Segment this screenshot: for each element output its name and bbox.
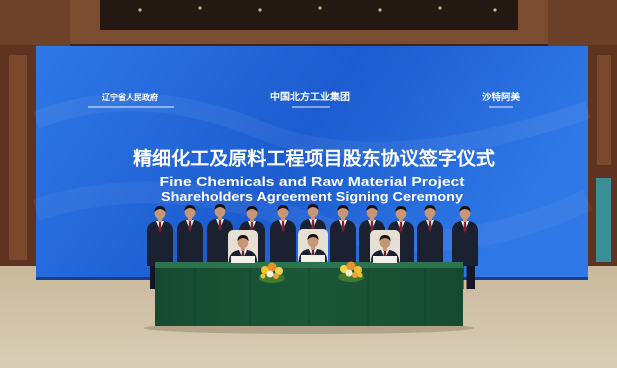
org-subtitle-illegible — [292, 106, 330, 108]
signing-table — [144, 255, 474, 334]
neck — [281, 216, 285, 221]
flower-arrangement-right — [338, 261, 364, 282]
neck — [311, 245, 315, 250]
head — [379, 235, 391, 249]
neck — [188, 216, 192, 221]
head — [237, 235, 249, 249]
necktie — [463, 222, 467, 233]
head — [307, 234, 319, 248]
suit-jacket — [330, 220, 356, 265]
neck — [370, 216, 374, 221]
neck — [428, 216, 432, 221]
neck — [311, 215, 315, 220]
hair — [307, 204, 319, 210]
neck — [158, 217, 162, 222]
hair — [277, 205, 289, 211]
name-plate — [301, 255, 325, 262]
org-subtitle-illegible — [88, 106, 174, 108]
org-name-saudi-aramco: 沙特阿美 — [482, 91, 521, 103]
suit-jacket — [270, 220, 296, 265]
side-display-panel — [596, 178, 611, 262]
hair — [395, 206, 407, 212]
left-wall — [0, 45, 36, 270]
table-top — [155, 262, 463, 268]
hair — [246, 206, 258, 212]
head — [214, 204, 226, 218]
hair — [379, 235, 391, 241]
suit-jacket — [147, 221, 173, 266]
head — [424, 205, 436, 219]
suit-jacket — [177, 220, 203, 265]
necktie — [311, 220, 315, 231]
ceremony-title-english-line-1: Fine Chemicals and Raw Material Project — [160, 174, 466, 189]
necktie — [341, 221, 345, 232]
suit-jacket — [207, 219, 233, 264]
hair — [154, 206, 166, 212]
hair — [337, 205, 349, 211]
hair — [459, 206, 471, 212]
neck — [383, 246, 387, 251]
necktie — [218, 220, 222, 231]
hair — [237, 235, 249, 241]
necktie — [281, 221, 285, 232]
name-plate — [231, 256, 255, 263]
hair — [184, 205, 196, 211]
necktie — [370, 221, 374, 232]
head — [154, 206, 166, 220]
right-wall — [588, 45, 617, 270]
hair — [424, 205, 436, 211]
name-plate — [373, 256, 397, 263]
head — [395, 206, 407, 220]
ceiling — [0, 0, 617, 52]
trouser-leg — [466, 264, 475, 289]
ceremony-title-english-line-2: Shareholders Agreement Signing Ceremony — [161, 189, 464, 204]
suit-jacket — [417, 220, 443, 265]
trouser-leg — [150, 264, 159, 289]
necktie — [428, 221, 432, 232]
ceremony-title-chinese: 精细化工及原料工程项目股东协议签字仪式 — [133, 148, 496, 170]
neck — [463, 217, 467, 222]
head — [184, 205, 196, 219]
head — [307, 204, 319, 218]
necktie — [188, 221, 192, 232]
hair — [214, 204, 226, 210]
head — [246, 206, 258, 220]
head — [277, 205, 289, 219]
neck — [341, 216, 345, 221]
head — [337, 205, 349, 219]
hair — [366, 205, 378, 211]
hair — [307, 234, 319, 240]
head — [366, 205, 378, 219]
flower-arrangement-left — [259, 262, 285, 283]
necktie — [399, 222, 403, 233]
neck — [241, 246, 245, 251]
head — [459, 206, 471, 220]
neck — [399, 217, 403, 222]
org-subtitle-illegible — [489, 106, 513, 108]
ceiling-lights — [138, 6, 497, 12]
neck — [250, 217, 254, 222]
org-name-liaoning-government: 辽宁省人民政府 — [102, 92, 158, 102]
neck — [218, 215, 222, 220]
suit-jacket — [452, 221, 478, 266]
cloth-folds — [194, 268, 426, 326]
necktie — [158, 222, 162, 233]
org-name-norinco-group: 中国北方工业集团 — [270, 91, 350, 103]
